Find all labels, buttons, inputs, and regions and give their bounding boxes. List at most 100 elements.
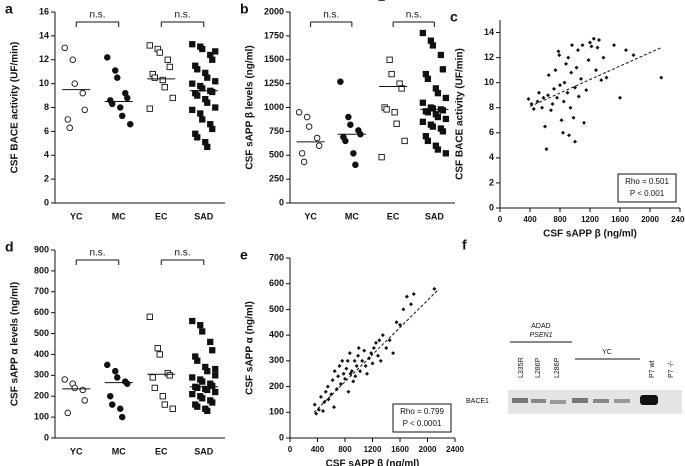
y-tick-label: 200 — [269, 381, 284, 391]
stats-text: Rho = 0.501 — [625, 177, 669, 186]
point — [156, 351, 163, 358]
blot-panel: f ADAD PSEN1 L335R L286P L286P YC P7 wt … — [462, 237, 682, 414]
point — [204, 99, 211, 106]
point — [429, 42, 437, 49]
annotation: n.s. — [89, 10, 105, 21]
x-tick-label: 800 — [553, 215, 567, 224]
y-tick-label: 500 — [269, 150, 284, 160]
point — [377, 338, 382, 343]
point — [146, 313, 153, 320]
point — [169, 94, 176, 102]
point — [123, 380, 131, 387]
y-tick-label: 600 — [34, 307, 49, 317]
x-tick-label: YC — [70, 211, 83, 221]
point — [601, 55, 606, 60]
point — [199, 45, 206, 53]
point — [116, 104, 124, 111]
point — [330, 378, 335, 383]
point — [151, 384, 158, 392]
point — [549, 108, 553, 113]
point — [580, 43, 585, 48]
point — [573, 139, 577, 144]
point — [597, 38, 601, 43]
panel-letter: b — [240, 1, 249, 17]
point — [337, 78, 344, 85]
y-tick-label: 12 — [484, 52, 494, 62]
point — [350, 150, 357, 157]
blot-band — [512, 398, 528, 403]
point — [347, 121, 354, 128]
x-tick-label: 400 — [523, 215, 537, 224]
point — [204, 407, 211, 414]
point — [550, 101, 555, 106]
point — [71, 384, 78, 392]
y-tick-label: 400 — [34, 349, 49, 359]
fit-line — [313, 289, 439, 413]
point — [113, 74, 121, 81]
point — [146, 105, 153, 112]
point — [199, 116, 206, 123]
point — [344, 366, 349, 371]
point — [556, 49, 561, 54]
point — [345, 358, 350, 363]
control-label: P7 wt — [649, 360, 656, 378]
x-tick-label: 2000 — [641, 215, 659, 224]
point — [325, 384, 330, 389]
point — [197, 110, 204, 117]
point — [346, 389, 351, 394]
point — [544, 147, 549, 152]
stats-text: P < 0.001 — [630, 189, 665, 198]
y-tick-label: 750 — [269, 126, 284, 136]
point — [434, 90, 442, 97]
point — [321, 409, 325, 413]
point — [151, 74, 158, 81]
annotation: n.s. — [174, 10, 190, 21]
point — [352, 358, 357, 363]
point — [624, 48, 628, 53]
y-tick-label: 2000 — [264, 6, 284, 16]
annotation: n.s. — [174, 248, 190, 259]
x-tick-label: 2400 — [446, 445, 464, 454]
point — [579, 76, 583, 81]
point — [313, 134, 321, 142]
point — [204, 368, 211, 375]
point — [79, 386, 86, 394]
point — [370, 361, 375, 366]
point — [329, 392, 334, 397]
x-tick-label: MC — [112, 446, 126, 456]
x-tick-label: EC — [155, 211, 168, 221]
point — [387, 338, 392, 343]
point — [363, 364, 368, 368]
point — [570, 43, 574, 48]
point — [362, 348, 367, 353]
point — [305, 123, 313, 130]
point — [108, 401, 116, 408]
point — [199, 378, 206, 385]
x-axis-label: CSF sAPP β (ng/ml) — [326, 459, 420, 466]
y-tick-label: 900 — [34, 244, 49, 254]
point — [298, 150, 306, 157]
point — [555, 95, 559, 100]
panel-letter: a — [5, 1, 13, 17]
point — [197, 322, 204, 329]
point — [338, 382, 343, 386]
point — [552, 86, 556, 91]
point — [209, 347, 216, 354]
point — [419, 118, 427, 125]
point — [574, 65, 579, 70]
point — [295, 109, 303, 116]
y-tick-label: 200 — [34, 391, 49, 401]
point — [194, 134, 201, 141]
y-tick-label: 0 — [279, 197, 284, 207]
point — [71, 80, 78, 87]
stats-box — [617, 173, 677, 203]
blot-band — [531, 399, 546, 403]
point — [391, 109, 398, 116]
point — [66, 124, 73, 132]
point — [591, 36, 596, 41]
point — [349, 369, 354, 374]
x-tick-label: YC — [70, 446, 83, 456]
point — [189, 374, 196, 381]
stats-text: P < 0.0001 — [403, 419, 442, 428]
y-tick-label: 100 — [269, 407, 284, 417]
